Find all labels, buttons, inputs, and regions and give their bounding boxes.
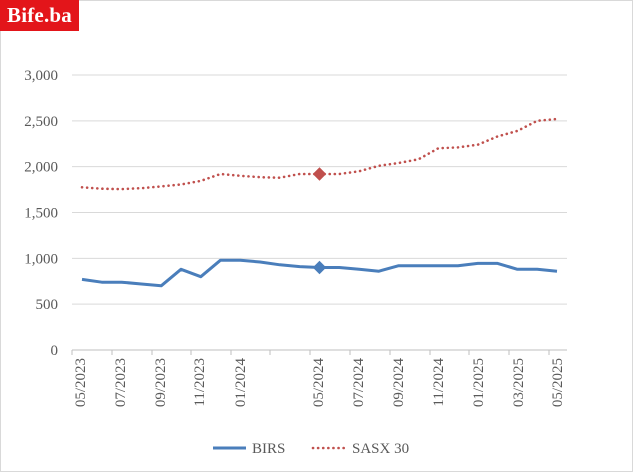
y-tick-label: 1,000 [24, 251, 58, 267]
y-tick-label: 500 [36, 297, 59, 313]
gridlines [72, 74, 567, 351]
x-tick-label: 05/2023 [73, 358, 89, 407]
y-tick-label: 3,000 [24, 68, 58, 84]
x-tick-label: 09/2024 [391, 358, 407, 408]
x-tick-label: 01/2024 [233, 358, 249, 408]
y-tick-label: 1,500 [24, 206, 58, 222]
diamond-marker [312, 260, 327, 275]
legend-label: SASX 30 [352, 441, 409, 457]
diamond-marker [312, 167, 327, 181]
y-tick-label: 0 [51, 343, 59, 359]
y-tick-label: 2,000 [24, 160, 58, 176]
legend-label: BIRS [252, 441, 285, 457]
legend: BIRS SASX 30 [213, 441, 409, 457]
x-tick-label: 11/2023 [192, 358, 208, 407]
x-axis: 05/2023 07/2023 09/2023 11/2023 01/2024 05/20… [71, 349, 567, 408]
x-tick-label: 03/2025 [511, 358, 527, 407]
x-tick-label: 09/2023 [153, 358, 169, 407]
x-tick-label: 01/2025 [471, 358, 487, 407]
x-tick-label: 05/2024 [311, 358, 327, 408]
site-logo: Bife.ba [0, 0, 79, 31]
y-tick-label: 2,500 [24, 114, 58, 130]
series-lines [80, 117, 559, 288]
x-tick-label: 05/2025 [550, 358, 566, 407]
x-tick-label: 07/2023 [113, 358, 129, 407]
x-tick-label: 11/2024 [431, 358, 447, 407]
series-markers [312, 167, 327, 275]
y-axis: 0 500 1,000 1,500 2,000 2,500 3,000 [24, 68, 58, 359]
x-tick-label: 07/2024 [351, 358, 367, 408]
